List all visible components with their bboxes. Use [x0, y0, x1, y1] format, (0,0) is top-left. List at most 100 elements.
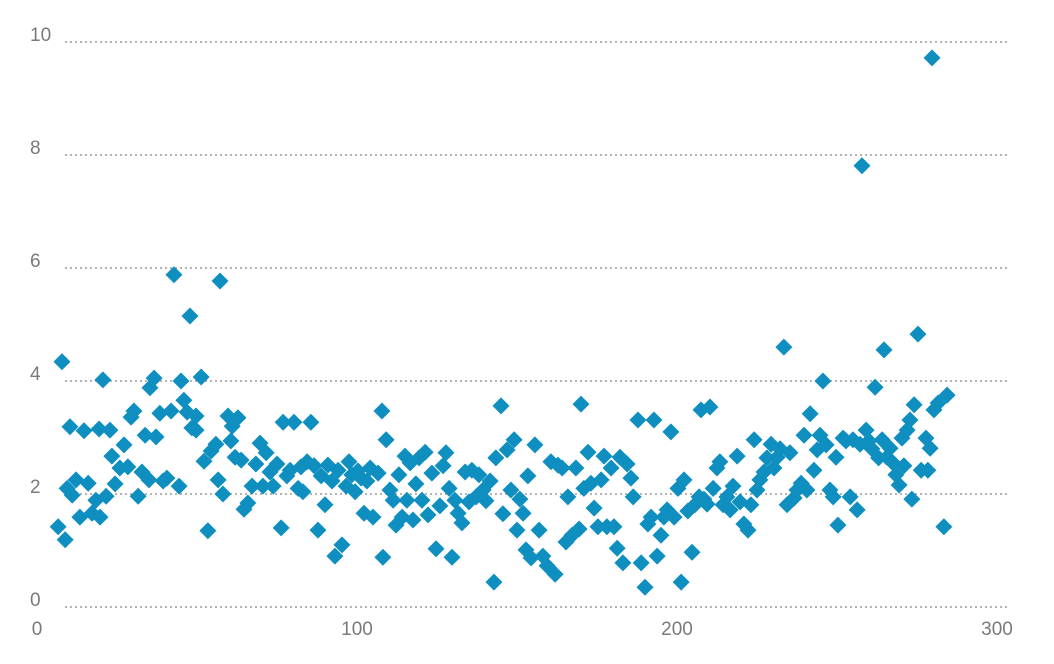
- point: [222, 432, 240, 450]
- point: [526, 436, 544, 454]
- point: [129, 487, 147, 505]
- point: [147, 428, 165, 446]
- point: [546, 565, 564, 583]
- point: [416, 443, 434, 461]
- point: [115, 436, 133, 454]
- point: [90, 420, 108, 438]
- point: [384, 491, 402, 509]
- point: [67, 471, 85, 489]
- point: [437, 444, 455, 462]
- point: [848, 501, 866, 519]
- point: [369, 464, 387, 482]
- x-tick-label: 0: [32, 619, 43, 640]
- point: [158, 469, 176, 487]
- point: [522, 549, 540, 567]
- point: [827, 448, 845, 466]
- point: [572, 395, 590, 413]
- point: [875, 341, 893, 359]
- point: [841, 488, 859, 506]
- point: [487, 449, 505, 467]
- point: [901, 411, 919, 429]
- point: [294, 483, 312, 501]
- point: [247, 455, 265, 473]
- point: [721, 501, 739, 519]
- point: [801, 405, 819, 423]
- point: [881, 439, 899, 457]
- point: [413, 491, 431, 509]
- point: [477, 492, 495, 510]
- point: [629, 411, 647, 429]
- point: [175, 391, 193, 409]
- point: [264, 477, 282, 495]
- point: [798, 481, 816, 499]
- point: [431, 497, 449, 515]
- point: [781, 444, 799, 462]
- point: [724, 477, 742, 495]
- point: [407, 475, 425, 493]
- point: [642, 508, 660, 526]
- point: [340, 453, 358, 471]
- point: [567, 459, 585, 477]
- point: [622, 469, 640, 487]
- point: [895, 457, 913, 475]
- point: [824, 488, 842, 506]
- point: [817, 436, 835, 454]
- point: [374, 548, 392, 566]
- point: [739, 521, 757, 539]
- point: [758, 449, 776, 467]
- point: [145, 369, 163, 387]
- point: [329, 461, 347, 479]
- point: [775, 338, 793, 356]
- point: [316, 496, 334, 514]
- point: [909, 325, 927, 343]
- point: [921, 439, 939, 457]
- point: [592, 471, 610, 489]
- point: [514, 504, 532, 522]
- point: [672, 573, 690, 591]
- point: [333, 536, 351, 554]
- point: [199, 522, 217, 540]
- point: [683, 543, 701, 561]
- point: [614, 554, 632, 572]
- point: [162, 402, 180, 420]
- point: [589, 518, 607, 536]
- point: [704, 479, 722, 497]
- point: [119, 458, 137, 476]
- point: [434, 457, 452, 475]
- point: [745, 431, 763, 449]
- point: [570, 520, 588, 538]
- point: [56, 531, 74, 549]
- point: [530, 521, 548, 539]
- point: [805, 461, 823, 479]
- point: [890, 476, 908, 494]
- point: [602, 459, 620, 477]
- point: [390, 466, 408, 484]
- point: [636, 578, 654, 596]
- point: [645, 411, 663, 429]
- point: [866, 378, 884, 396]
- y-tick-label: 2: [30, 477, 41, 498]
- point: [553, 459, 571, 477]
- point: [502, 481, 520, 499]
- x-tick-label: 100: [341, 619, 373, 640]
- point: [211, 272, 229, 290]
- point: [274, 413, 292, 431]
- point: [53, 353, 71, 371]
- point: [605, 518, 623, 536]
- point: [272, 519, 290, 537]
- point: [63, 486, 81, 504]
- point: [106, 475, 124, 493]
- point: [232, 451, 250, 469]
- point: [94, 371, 112, 389]
- point: [427, 540, 445, 558]
- y-tick-label: 4: [30, 364, 41, 385]
- point: [285, 413, 303, 431]
- point: [632, 554, 650, 572]
- point: [505, 431, 523, 449]
- point: [268, 455, 286, 473]
- point: [254, 477, 272, 495]
- point: [71, 508, 89, 526]
- y-tick-label: 6: [30, 251, 41, 272]
- point: [446, 491, 464, 509]
